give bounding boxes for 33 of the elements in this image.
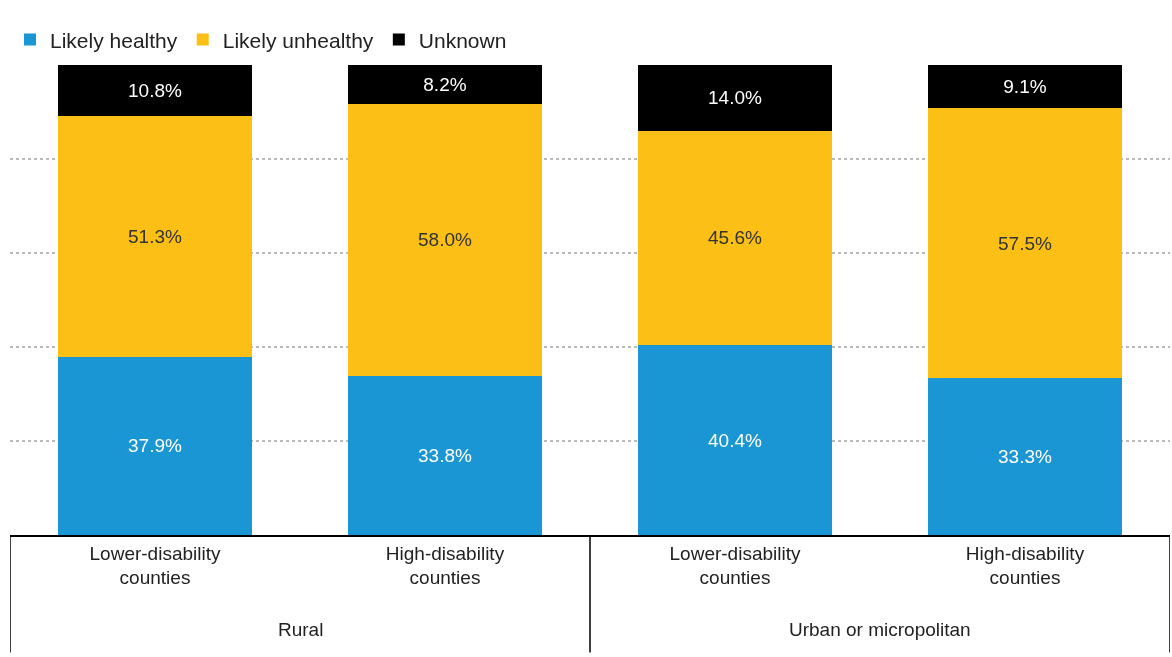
bar: [637, 65, 833, 131]
data-label: 8.2%: [423, 73, 467, 95]
bar: [347, 376, 543, 535]
text: Rural: [278, 619, 324, 640]
bar: [57, 65, 253, 116]
bar: [637, 130, 833, 346]
data-label: 10.8%: [128, 79, 182, 101]
x-tick-label: Lower-disability counties: [89, 542, 221, 589]
x-tick-label: Lower-disability counties: [669, 542, 801, 589]
text: Urban or micropolitan: [789, 619, 971, 640]
data-label: 14.0%: [708, 87, 762, 109]
bar: [57, 115, 253, 357]
data-label: 40.4%: [708, 429, 762, 451]
bar: [57, 356, 253, 535]
legend-label: Likely unhealthy: [222, 28, 374, 52]
bar: [927, 108, 1123, 379]
bar: [347, 103, 543, 377]
legend-label: Unknown: [418, 28, 507, 52]
data-label: 45.6%: [708, 227, 762, 249]
data-label: 33.3%: [998, 446, 1052, 468]
legend-label: Likely healthy: [50, 28, 178, 52]
data-label: 51.3%: [128, 225, 182, 247]
bar: [347, 65, 543, 104]
data-label: 33.8%: [418, 445, 472, 467]
data-label: 57.5%: [998, 232, 1052, 254]
data-label: 9.1%: [1003, 76, 1047, 98]
bar: [927, 65, 1123, 109]
data-label: 37.9%: [128, 435, 182, 457]
bar: [637, 345, 833, 535]
x-tick-label: High-disability counties: [385, 542, 505, 589]
x-tick-label: High-disability counties: [965, 542, 1085, 589]
bar: [927, 378, 1123, 535]
data-label: 58.0%: [418, 229, 472, 251]
